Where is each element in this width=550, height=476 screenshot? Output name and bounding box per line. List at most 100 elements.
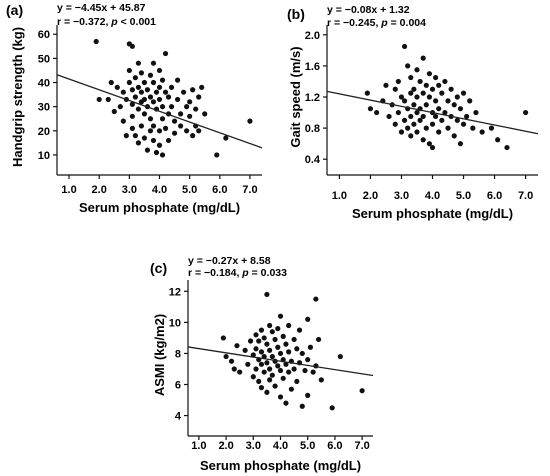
data-point — [329, 405, 335, 411]
y-tick-label: 4 — [175, 411, 182, 423]
data-point — [460, 90, 467, 96]
data-point — [253, 332, 259, 338]
correlation-stats: r = −0.245, p = 0.004 — [327, 17, 426, 29]
data-point — [398, 94, 405, 100]
x-tick-label: 5.0 — [456, 190, 471, 202]
data-point — [168, 104, 175, 110]
data-point — [253, 346, 259, 352]
data-point — [277, 394, 284, 400]
data-point — [305, 392, 311, 398]
data-point — [275, 344, 281, 350]
data-point — [120, 89, 126, 95]
data-point — [258, 361, 265, 367]
data-point — [231, 366, 237, 372]
y-tick-label: 1.6 — [305, 61, 320, 73]
panel-3: (c) y = −0.27x + 8.58r = −0.184, p = 0.03… — [150, 255, 374, 473]
data-point — [467, 98, 473, 104]
data-point — [294, 378, 300, 385]
y-tick-label: 12 — [169, 286, 181, 298]
y-axis-label: ASMI (kg/m2) — [152, 314, 167, 396]
data-point — [299, 350, 305, 357]
data-point — [313, 296, 319, 302]
data-point — [454, 117, 460, 123]
data-point — [392, 86, 398, 92]
data-point — [156, 142, 163, 148]
data-point — [187, 113, 193, 119]
data-point — [147, 116, 154, 122]
data-point — [442, 109, 448, 116]
data-point — [451, 102, 457, 108]
data-point — [126, 67, 132, 74]
data-point — [228, 358, 235, 364]
panel-1: (a) y = −4.45x + 45.87 r = −0.372, p < 0.0… — [6, 2, 263, 215]
stats-p-symbol: p — [380, 17, 388, 29]
data-point — [374, 109, 380, 116]
data-point — [272, 383, 278, 389]
correlation-stats: r = −0.184, p = 0.033 — [188, 267, 287, 279]
data-point — [398, 129, 405, 135]
data-point — [135, 106, 141, 112]
data-point — [114, 84, 120, 90]
data-point — [258, 349, 265, 355]
data-point — [171, 130, 178, 136]
data-point — [423, 102, 429, 108]
data-point — [408, 113, 414, 120]
data-point — [156, 128, 163, 134]
panel-label: (c) — [150, 260, 167, 276]
data-point — [429, 144, 436, 151]
data-point — [522, 109, 529, 116]
data-point — [411, 86, 417, 92]
y-tick-label: 30 — [38, 102, 50, 114]
data-point — [120, 118, 126, 124]
y-tick-label: 1.2 — [305, 92, 320, 104]
data-point — [187, 99, 193, 105]
x-tick-label: 7.0 — [354, 440, 369, 452]
data-point — [242, 347, 248, 353]
data-point — [129, 113, 135, 119]
x-tick-label: 6.0 — [327, 440, 342, 452]
data-point — [159, 77, 166, 83]
data-point — [457, 106, 464, 112]
data-point — [448, 86, 454, 92]
data-point — [280, 375, 286, 381]
data-point — [190, 87, 196, 93]
data-point — [315, 336, 322, 343]
data-point — [264, 291, 270, 298]
data-point — [123, 133, 129, 139]
data-point — [196, 94, 202, 100]
data-point — [426, 94, 432, 100]
data-point — [473, 109, 479, 116]
data-point — [269, 353, 275, 360]
y-tick-label: 60 — [38, 29, 50, 41]
data-point — [417, 78, 423, 85]
data-point — [202, 111, 208, 117]
x-tick-label: 6.0 — [487, 190, 502, 202]
data-point — [184, 104, 190, 110]
data-point — [299, 403, 305, 409]
data-point — [405, 125, 411, 131]
data-point — [174, 77, 181, 83]
x-tick-label: 1.0 — [332, 190, 347, 202]
x-tick-label: 4.0 — [425, 190, 440, 202]
y-tick-label: 20 — [38, 126, 50, 138]
y-tick-label: 2.0 — [305, 30, 320, 42]
stats-p-symbol: p — [110, 16, 118, 28]
data-point — [392, 121, 398, 127]
data-point — [264, 389, 270, 395]
data-point — [174, 96, 181, 103]
data-point — [275, 325, 281, 332]
data-point — [436, 106, 442, 112]
data-point — [283, 400, 289, 406]
data-point — [214, 152, 220, 158]
regression-line — [56, 74, 263, 149]
data-point — [153, 149, 160, 156]
data-point — [417, 117, 423, 123]
x-tick-label: 1.0 — [61, 184, 76, 196]
data-point — [156, 96, 163, 103]
data-point — [267, 366, 273, 372]
y-tick-label: 0.4 — [305, 154, 321, 166]
data-point — [135, 60, 141, 66]
y-tick-label: 0.8 — [305, 123, 320, 135]
data-point — [423, 125, 429, 131]
